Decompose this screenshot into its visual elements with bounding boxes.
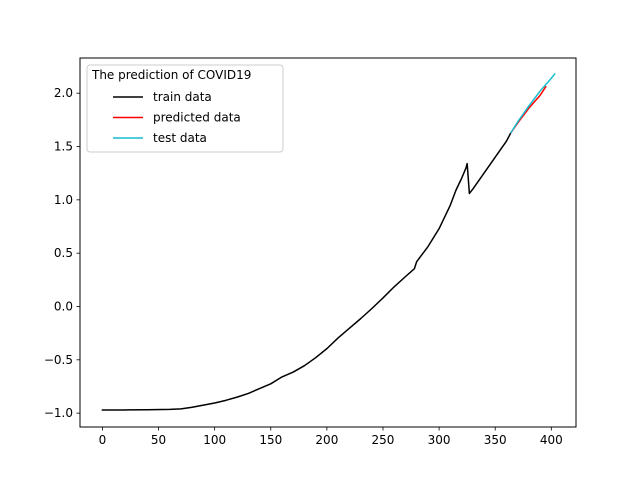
legend-entries: train data predicted data test data xyxy=(113,90,241,145)
x-tick-label: 100 xyxy=(203,433,226,447)
y-axis-ticks: −1.0 −0.5 0.0 0.5 1.0 1.5 2.0 xyxy=(44,86,80,420)
y-tick-label: 2.0 xyxy=(54,86,73,100)
legend-title: The prediction of COVID19 xyxy=(91,68,251,82)
x-axis-ticks: 0 50 100 150 200 250 300 350 400 xyxy=(99,427,563,447)
series-line-train-data xyxy=(101,131,512,411)
x-tick-label: 250 xyxy=(372,433,395,447)
legend-label-test-data: test data xyxy=(153,131,207,145)
series-layer xyxy=(101,72,556,411)
y-tick-label: 0.0 xyxy=(54,299,73,313)
y-tick-label: 1.5 xyxy=(54,140,73,154)
legend-label-predicted-data: predicted data xyxy=(153,111,241,125)
x-tick-label: 350 xyxy=(484,433,507,447)
y-tick-label: 1.0 xyxy=(54,193,73,207)
legend-label-train-data: train data xyxy=(153,90,212,104)
x-tick-label: 200 xyxy=(315,433,338,447)
series-line-test-data xyxy=(509,72,556,134)
x-tick-label: 0 xyxy=(99,433,107,447)
y-tick-label: −0.5 xyxy=(44,353,73,367)
x-tick-label: 300 xyxy=(428,433,451,447)
legend: The prediction of COVID19 train data pred… xyxy=(86,64,284,153)
x-tick-label: 150 xyxy=(259,433,282,447)
y-tick-label: −1.0 xyxy=(44,406,73,420)
plot-frame xyxy=(79,57,577,428)
legend-box xyxy=(86,64,284,153)
y-tick-label: 0.5 xyxy=(54,246,73,260)
x-tick-label: 400 xyxy=(540,433,563,447)
x-tick-label: 50 xyxy=(151,433,166,447)
